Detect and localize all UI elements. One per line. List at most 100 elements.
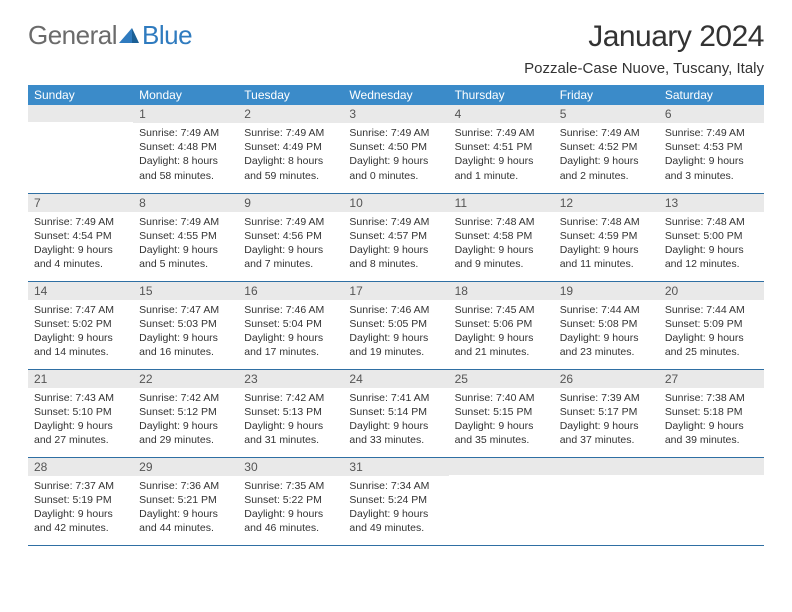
cell-body: Sunrise: 7:47 AMSunset: 5:03 PMDaylight:… [133, 300, 238, 366]
cell-body: Sunrise: 7:39 AMSunset: 5:17 PMDaylight:… [554, 388, 659, 454]
cell-body: Sunrise: 7:46 AMSunset: 5:05 PMDaylight:… [343, 300, 448, 366]
daylight-text: Daylight: 9 hours and 8 minutes. [349, 243, 442, 271]
day-number [28, 105, 133, 122]
day-number: 18 [449, 282, 554, 300]
logo-text-gray: General [28, 20, 117, 51]
header: General Blue January 2024 Pozzale-Case N… [28, 20, 764, 77]
sunset-text: Sunset: 5:22 PM [244, 493, 337, 507]
sunrise-text: Sunrise: 7:47 AM [139, 303, 232, 317]
calendar-week-row: 28Sunrise: 7:37 AMSunset: 5:19 PMDayligh… [28, 457, 764, 545]
sunrise-text: Sunrise: 7:38 AM [665, 391, 758, 405]
calendar-week-row: 1Sunrise: 7:49 AMSunset: 4:48 PMDaylight… [28, 105, 764, 193]
sunset-text: Sunset: 4:52 PM [560, 140, 653, 154]
daylight-text: Daylight: 9 hours and 35 minutes. [455, 419, 548, 447]
sunrise-text: Sunrise: 7:44 AM [560, 303, 653, 317]
sunrise-text: Sunrise: 7:49 AM [139, 215, 232, 229]
triangle-icon [119, 20, 141, 51]
sunrise-text: Sunrise: 7:34 AM [349, 479, 442, 493]
cell-body: Sunrise: 7:49 AMSunset: 4:53 PMDaylight:… [659, 123, 764, 189]
sunset-text: Sunset: 5:05 PM [349, 317, 442, 331]
day-number: 29 [133, 458, 238, 476]
day-number: 2 [238, 105, 343, 123]
calendar-cell: 20Sunrise: 7:44 AMSunset: 5:09 PMDayligh… [659, 281, 764, 369]
day-header: Wednesday [343, 85, 448, 105]
cell-body: Sunrise: 7:35 AMSunset: 5:22 PMDaylight:… [238, 476, 343, 542]
day-number: 12 [554, 194, 659, 212]
sunset-text: Sunset: 4:56 PM [244, 229, 337, 243]
cell-body: Sunrise: 7:46 AMSunset: 5:04 PMDaylight:… [238, 300, 343, 366]
day-number: 16 [238, 282, 343, 300]
day-number: 19 [554, 282, 659, 300]
sunrise-text: Sunrise: 7:49 AM [349, 126, 442, 140]
cell-body: Sunrise: 7:45 AMSunset: 5:06 PMDaylight:… [449, 300, 554, 366]
sunset-text: Sunset: 5:17 PM [560, 405, 653, 419]
cell-body: Sunrise: 7:49 AMSunset: 4:57 PMDaylight:… [343, 212, 448, 278]
daylight-text: Daylight: 9 hours and 42 minutes. [34, 507, 127, 535]
calendar-cell: 9Sunrise: 7:49 AMSunset: 4:56 PMDaylight… [238, 193, 343, 281]
cell-body: Sunrise: 7:47 AMSunset: 5:02 PMDaylight:… [28, 300, 133, 366]
calendar-cell: 14Sunrise: 7:47 AMSunset: 5:02 PMDayligh… [28, 281, 133, 369]
title-block: January 2024 Pozzale-Case Nuove, Tuscany… [524, 20, 764, 77]
cell-body: Sunrise: 7:44 AMSunset: 5:08 PMDaylight:… [554, 300, 659, 366]
calendar-cell: 26Sunrise: 7:39 AMSunset: 5:17 PMDayligh… [554, 369, 659, 457]
daylight-text: Daylight: 9 hours and 4 minutes. [34, 243, 127, 271]
calendar-body: 1Sunrise: 7:49 AMSunset: 4:48 PMDaylight… [28, 105, 764, 545]
sunrise-text: Sunrise: 7:46 AM [349, 303, 442, 317]
sunrise-text: Sunrise: 7:49 AM [665, 126, 758, 140]
day-number: 20 [659, 282, 764, 300]
calendar-cell: 31Sunrise: 7:34 AMSunset: 5:24 PMDayligh… [343, 457, 448, 545]
daylight-text: Daylight: 9 hours and 16 minutes. [139, 331, 232, 359]
sunset-text: Sunset: 4:49 PM [244, 140, 337, 154]
day-number: 1 [133, 105, 238, 123]
sunset-text: Sunset: 5:08 PM [560, 317, 653, 331]
calendar-week-row: 21Sunrise: 7:43 AMSunset: 5:10 PMDayligh… [28, 369, 764, 457]
sunset-text: Sunset: 4:50 PM [349, 140, 442, 154]
calendar-cell: 8Sunrise: 7:49 AMSunset: 4:55 PMDaylight… [133, 193, 238, 281]
day-number: 4 [449, 105, 554, 123]
cell-body: Sunrise: 7:48 AMSunset: 4:59 PMDaylight:… [554, 212, 659, 278]
sunrise-text: Sunrise: 7:39 AM [560, 391, 653, 405]
sunrise-text: Sunrise: 7:49 AM [349, 215, 442, 229]
cell-body: Sunrise: 7:40 AMSunset: 5:15 PMDaylight:… [449, 388, 554, 454]
sunset-text: Sunset: 5:14 PM [349, 405, 442, 419]
calendar-cell: 7Sunrise: 7:49 AMSunset: 4:54 PMDaylight… [28, 193, 133, 281]
sunset-text: Sunset: 4:51 PM [455, 140, 548, 154]
sunset-text: Sunset: 5:10 PM [34, 405, 127, 419]
cell-body: Sunrise: 7:49 AMSunset: 4:48 PMDaylight:… [133, 123, 238, 189]
day-number: 9 [238, 194, 343, 212]
sunset-text: Sunset: 4:58 PM [455, 229, 548, 243]
day-header: Tuesday [238, 85, 343, 105]
daylight-text: Daylight: 9 hours and 29 minutes. [139, 419, 232, 447]
cell-body: Sunrise: 7:44 AMSunset: 5:09 PMDaylight:… [659, 300, 764, 366]
sunset-text: Sunset: 4:48 PM [139, 140, 232, 154]
daylight-text: Daylight: 9 hours and 19 minutes. [349, 331, 442, 359]
cell-body: Sunrise: 7:43 AMSunset: 5:10 PMDaylight:… [28, 388, 133, 454]
day-number: 28 [28, 458, 133, 476]
cell-body: Sunrise: 7:37 AMSunset: 5:19 PMDaylight:… [28, 476, 133, 542]
daylight-text: Daylight: 9 hours and 2 minutes. [560, 154, 653, 182]
calendar-cell: 6Sunrise: 7:49 AMSunset: 4:53 PMDaylight… [659, 105, 764, 193]
calendar-week-row: 14Sunrise: 7:47 AMSunset: 5:02 PMDayligh… [28, 281, 764, 369]
calendar-cell: 30Sunrise: 7:35 AMSunset: 5:22 PMDayligh… [238, 457, 343, 545]
day-header: Saturday [659, 85, 764, 105]
calendar-table: Sunday Monday Tuesday Wednesday Thursday… [28, 85, 764, 546]
daylight-text: Daylight: 9 hours and 3 minutes. [665, 154, 758, 182]
sunset-text: Sunset: 5:04 PM [244, 317, 337, 331]
day-number: 10 [343, 194, 448, 212]
calendar-cell: 29Sunrise: 7:36 AMSunset: 5:21 PMDayligh… [133, 457, 238, 545]
sunrise-text: Sunrise: 7:49 AM [455, 126, 548, 140]
sunrise-text: Sunrise: 7:49 AM [560, 126, 653, 140]
cell-body: Sunrise: 7:42 AMSunset: 5:13 PMDaylight:… [238, 388, 343, 454]
sunset-text: Sunset: 4:54 PM [34, 229, 127, 243]
calendar-cell: 12Sunrise: 7:48 AMSunset: 4:59 PMDayligh… [554, 193, 659, 281]
day-header-row: Sunday Monday Tuesday Wednesday Thursday… [28, 85, 764, 105]
sunrise-text: Sunrise: 7:42 AM [139, 391, 232, 405]
day-number: 7 [28, 194, 133, 212]
sunrise-text: Sunrise: 7:48 AM [455, 215, 548, 229]
day-header: Sunday [28, 85, 133, 105]
sunset-text: Sunset: 5:15 PM [455, 405, 548, 419]
daylight-text: Daylight: 9 hours and 17 minutes. [244, 331, 337, 359]
cell-body: Sunrise: 7:49 AMSunset: 4:52 PMDaylight:… [554, 123, 659, 189]
sunrise-text: Sunrise: 7:43 AM [34, 391, 127, 405]
cell-body: Sunrise: 7:38 AMSunset: 5:18 PMDaylight:… [659, 388, 764, 454]
